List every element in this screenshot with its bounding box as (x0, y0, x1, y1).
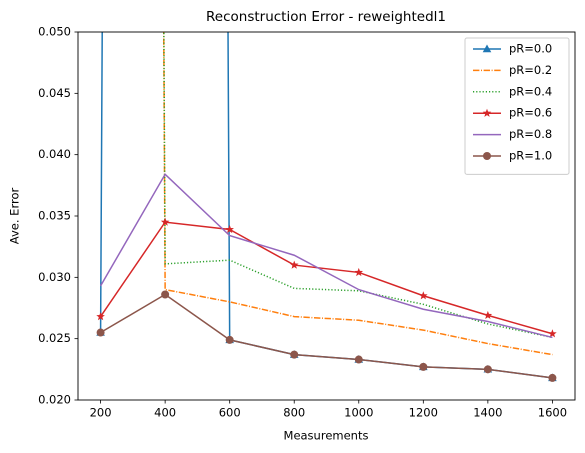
y-tick-label: 0.050 (38, 25, 71, 39)
legend-marker (483, 152, 491, 160)
data-point (419, 362, 428, 371)
x-tick-label: 600 (219, 406, 241, 420)
legend-label: pR=0.4 (509, 84, 552, 98)
y-tick-label: 0.040 (38, 147, 71, 161)
x-tick-label: 800 (283, 406, 305, 420)
data-point (419, 291, 428, 300)
data-point (548, 329, 557, 338)
data-point (225, 335, 234, 344)
data-point (483, 365, 492, 374)
legend-label: pR=0.8 (509, 127, 552, 141)
legend-label: pR=1.0 (509, 149, 552, 163)
series-line (99, 221, 553, 335)
x-tick-label: 400 (154, 406, 176, 420)
data-point (483, 310, 493, 319)
legend-marker (482, 44, 492, 53)
y-tick-label: 0.045 (38, 86, 71, 100)
data-point (290, 350, 299, 359)
legend-marker (482, 108, 492, 117)
plot-area (96, 32, 557, 382)
data-point (354, 267, 364, 277)
y-tick-label: 0.030 (38, 270, 71, 284)
series-line (99, 173, 553, 339)
legend-label: pR=0.2 (509, 63, 552, 77)
chart-title: Reconstruction Error - reweightedl1 (206, 9, 446, 25)
x-tick-label: 200 (90, 406, 112, 420)
x-tick-label: 1000 (344, 406, 373, 420)
y-tick-label: 0.025 (38, 331, 71, 345)
data-point (225, 224, 234, 234)
y-axis-label: Ave. Error (8, 188, 22, 245)
data-point (161, 290, 170, 299)
data-point (160, 217, 170, 226)
data-point (289, 260, 299, 269)
x-tick-label: 1200 (409, 406, 438, 420)
series-line (162, 32, 553, 356)
x-tick-label: 1400 (473, 406, 502, 420)
legend-box (464, 37, 570, 175)
data-point (96, 328, 105, 337)
legend-label: pR=0.6 (509, 106, 552, 120)
series-line (100, 293, 553, 379)
data-point (354, 355, 363, 364)
x-axis-label: Measurements (284, 429, 369, 443)
data-point (548, 373, 557, 382)
x-tick-label: 1600 (538, 406, 567, 420)
data-point (96, 312, 105, 321)
y-tick-label: 0.020 (38, 393, 71, 407)
legend-label: pR=0.0 (509, 42, 552, 56)
y-tick-label: 0.035 (38, 209, 71, 223)
